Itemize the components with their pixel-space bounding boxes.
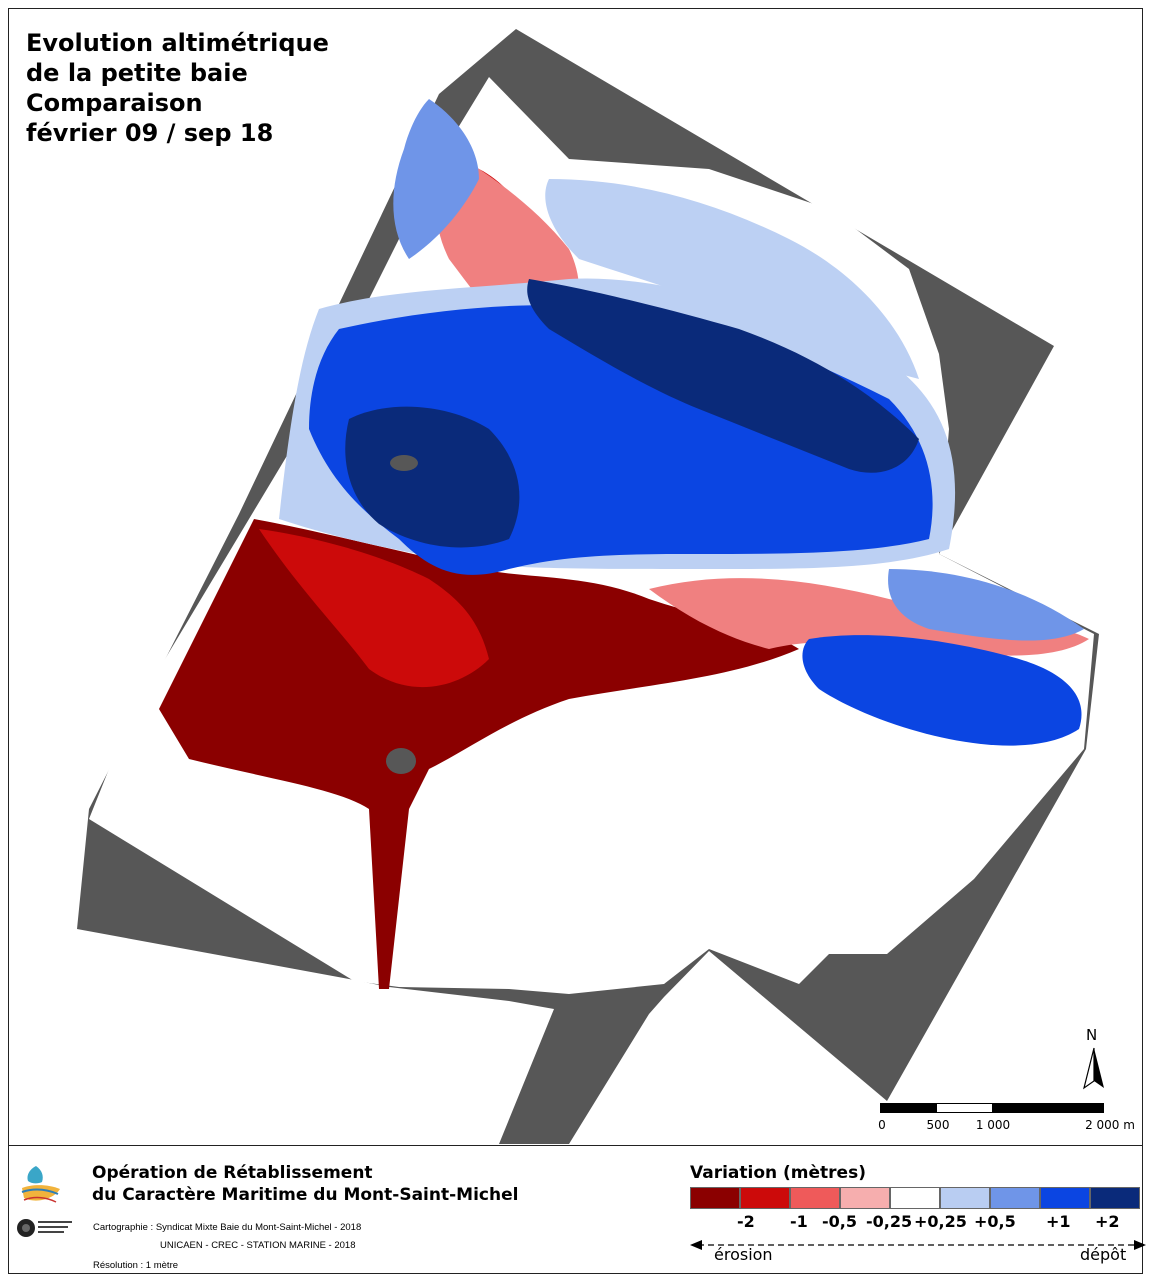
legend-swatch — [940, 1187, 990, 1209]
erosion-label: érosion — [714, 1245, 773, 1264]
operation-title-line: du Caractère Maritime du Mont-Saint-Mich… — [92, 1185, 519, 1205]
credit-resolution: Résolution : 1 mètre — [93, 1260, 179, 1271]
legend-title: Variation (mètres) — [690, 1163, 866, 1183]
legend-swatch — [990, 1187, 1040, 1209]
operation-title: Opération de Rétablissement du Caractère… — [92, 1162, 518, 1206]
north-arrow-icon — [1083, 1047, 1104, 1090]
legend-label: -1 — [790, 1212, 808, 1231]
north-label: N — [1086, 1026, 1098, 1044]
legend-swatch — [740, 1187, 790, 1209]
legend-swatch — [1040, 1187, 1090, 1209]
operation-title-line: Opération de Rétablissement — [92, 1163, 373, 1183]
map-frame — [8, 8, 1143, 1146]
credit-unicaen: UNICAEN - CREC - STATION MARINE - 2018 — [160, 1240, 356, 1251]
tombelaine-island — [390, 455, 418, 471]
legend-color-bar — [690, 1187, 1140, 1209]
scale-tick-label: 2 000 m — [1085, 1118, 1135, 1132]
project-logo-icon — [21, 1166, 60, 1203]
scale-tick-label: 1 000 — [975, 1118, 1011, 1132]
double-arrow-icon — [690, 1240, 1146, 1250]
map-title-line: de la petite baie — [26, 59, 248, 87]
credit-cartographie: Cartographie : Syndicat Mixte Baie du Mo… — [93, 1222, 362, 1233]
legend-label: +0,5 — [974, 1212, 1016, 1231]
legend-swatch — [1090, 1187, 1140, 1209]
scale-bar — [880, 1103, 1104, 1113]
map-title-line: Comparaison — [26, 89, 203, 117]
map-title-line: Evolution altimétrique — [26, 29, 329, 57]
mont-saint-michel-island — [386, 748, 416, 774]
legend-swatch — [840, 1187, 890, 1209]
legend-label: +0,25 — [914, 1212, 967, 1231]
map-title-line: février 09 / sep 18 — [26, 119, 274, 147]
deposit-zone-pale-blue-north — [545, 179, 919, 379]
legend-label: +2 — [1095, 1212, 1120, 1231]
legend-label: -2 — [737, 1212, 755, 1231]
deposit-zone-blue-northwest — [393, 99, 479, 259]
deposit-zone-blue-east — [802, 635, 1082, 746]
legend-label: -0,25 — [866, 1212, 913, 1231]
map-canvas[interactable] — [9, 9, 1143, 1146]
erosion-zone-red — [259, 529, 489, 688]
legend-label: +1 — [1046, 1212, 1071, 1231]
legend-swatch — [690, 1187, 740, 1209]
depot-label: dépôt — [1080, 1245, 1127, 1264]
map-title: Evolution altimétrique de la petite baie… — [26, 28, 329, 148]
erosion-zone-dark-red — [159, 519, 799, 989]
legend-label: -0,5 — [822, 1212, 857, 1231]
deposit-zone-light-blue-east — [888, 569, 1084, 641]
scale-tick-label: 500 — [926, 1118, 950, 1132]
deposit-zone-dark-blue-center — [345, 406, 520, 548]
unicaen-logo-icon — [17, 1219, 72, 1237]
deposit-zone-dark-blue — [527, 279, 919, 473]
scale-tick-label: 0 — [878, 1118, 886, 1132]
footer-panel — [8, 1146, 1143, 1274]
legend-swatch — [890, 1187, 940, 1209]
legend-swatch — [790, 1187, 840, 1209]
